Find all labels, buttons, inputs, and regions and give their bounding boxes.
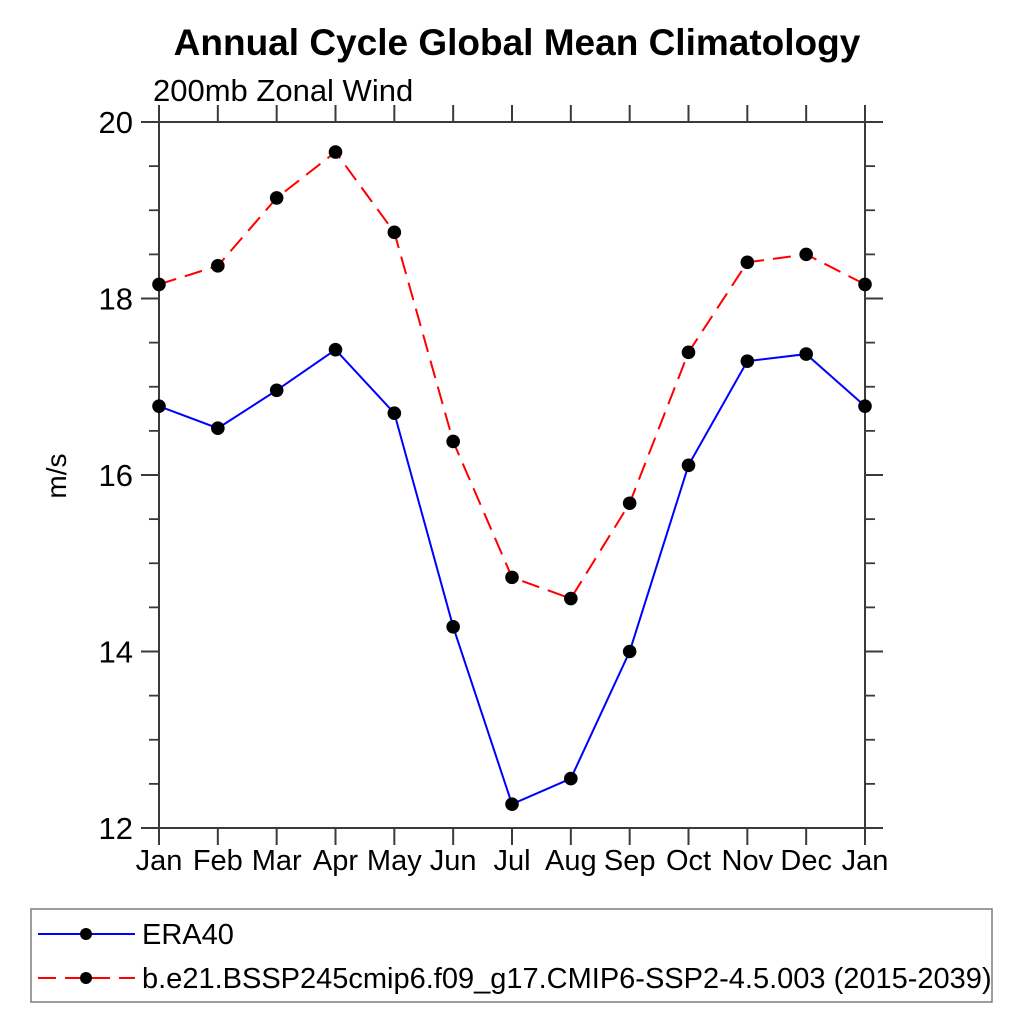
data-point-marker: [152, 277, 166, 292]
data-point-marker: [446, 434, 460, 449]
data-point-marker: [387, 225, 402, 240]
data-point-marker: [799, 247, 813, 262]
y-axis-label: m/s: [41, 453, 72, 498]
x-tick-label: Feb: [193, 845, 243, 877]
x-tick-label: Jan: [136, 845, 183, 877]
plot-area: Jan Feb Mar Apr May Jun Jul Aug Sep Oct Nov Dec Jan1…: [99, 105, 889, 877]
data-point-marker: [505, 570, 519, 585]
data-point-marker: [564, 591, 578, 606]
x-tick-label: Jun: [430, 845, 477, 877]
data-point-marker: [858, 399, 872, 413]
data-point-marker: [152, 399, 166, 413]
data-point-marker: [681, 458, 696, 473]
x-tick-label: Nov: [722, 845, 774, 877]
x-tick-label: May: [367, 845, 422, 877]
data-point-marker: [622, 644, 637, 659]
data-point-marker: [211, 421, 225, 436]
data-point-marker: [387, 406, 402, 421]
data-point-marker: [446, 619, 460, 634]
legend-entries: ERA40 b.e21.BSSP245cmip6.f09_g17.CMIP6-SS…: [38, 919, 992, 995]
y-tick-label: 20: [99, 105, 133, 140]
x-tick-label: Jan: [842, 845, 889, 877]
legend-label: ERA40: [142, 919, 234, 951]
data-point-marker: [269, 191, 284, 205]
y-tick-label: 18: [99, 281, 133, 316]
legend-marker: [80, 972, 92, 984]
data-point-marker: [740, 255, 755, 270]
data-point-marker: [328, 342, 343, 357]
y-tick-label: 12: [99, 811, 133, 846]
chart-title: Annual Cycle Global Mean Climatology: [174, 22, 861, 63]
data-point-marker: [858, 277, 872, 292]
x-tick-label: Sep: [604, 845, 656, 877]
data-point-marker: [505, 797, 519, 811]
data-point-marker: [799, 347, 813, 361]
data-point-marker: [211, 259, 225, 273]
x-tick-label: Mar: [252, 845, 302, 877]
x-tick-label: Aug: [545, 845, 597, 877]
y-tick-label: 14: [99, 634, 133, 669]
legend-label: b.e21.BSSP245cmip6.f09_g17.CMIP6-SSP2-4.…: [142, 963, 992, 995]
data-point-marker: [681, 345, 696, 360]
data-point-marker: [740, 354, 755, 368]
x-tick-label: Jul: [493, 845, 530, 877]
y-tick-label: 16: [99, 458, 133, 493]
legend-marker: [80, 928, 92, 940]
x-tick-label: Oct: [666, 845, 711, 877]
x-tick-label: Dec: [780, 845, 832, 877]
data-point-marker: [328, 145, 343, 159]
legend: ERA40 b.e21.BSSP245cmip6.f09_g17.CMIP6-SS…: [30, 908, 993, 1003]
chart-subtitle: 200mb Zonal Wind: [153, 73, 413, 108]
data-point-marker: [269, 383, 284, 398]
data-point-marker: [564, 771, 578, 786]
data-point-marker: [622, 496, 637, 511]
series-line-1: [158, 150, 866, 600]
x-tick-label: Apr: [313, 845, 358, 877]
legend-box: [30, 908, 993, 1003]
axis-frame: [141, 105, 883, 845]
